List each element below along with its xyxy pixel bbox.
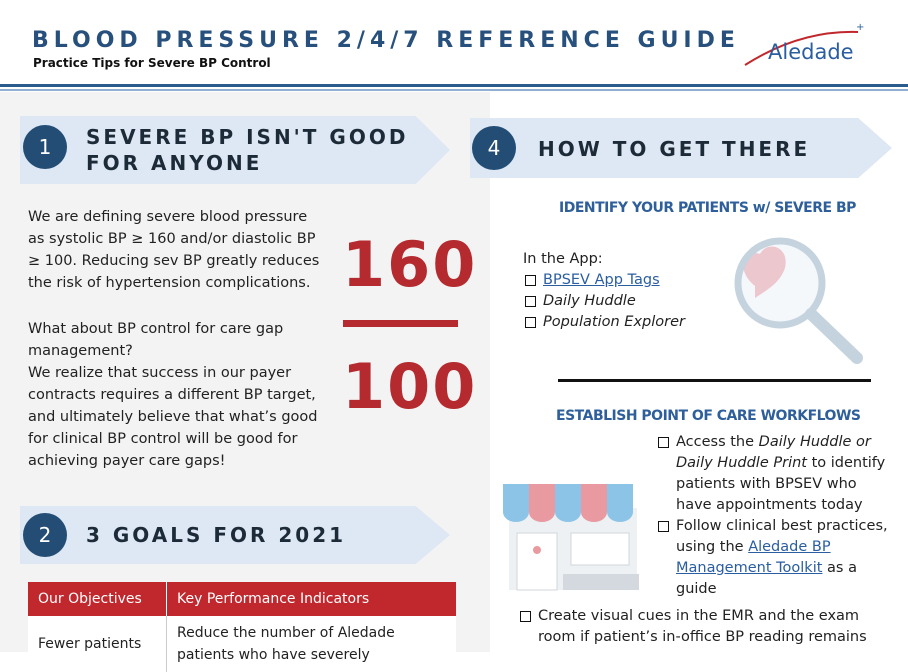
rule [0,84,908,87]
list-item: Access the Daily Huddle or Daily Huddle … [656,432,896,516]
section-number: 4 [472,126,516,170]
banner [470,118,892,178]
text: Create visual cues in the EMR and the ex… [538,608,867,645]
workflow-list: Create visual cues in the EMR and the ex… [518,606,898,648]
intro: In the App: [523,251,603,267]
paragraph: We are defining severe blood pressure as… [28,209,320,291]
link[interactable]: BPSEV App Tags [543,272,660,288]
section-title: SEVERE BP ISN'T GOOD FOR ANYONE [86,124,408,176]
paragraph: What about BP control for care gap manag… [28,318,328,472]
link[interactable]: Aledade BP Management Toolkit [676,539,831,576]
store-icon [503,484,639,591]
text: Access the [676,434,759,450]
title-line: FOR ANYONE [86,151,263,175]
svg-text:+: + [856,22,864,33]
title: BLOOD PRESSURE 2/4/7 REFERENCE GUIDE [32,28,740,53]
list-item[interactable]: BPSEV App Tags [523,270,685,291]
list-item: Population Explorer [523,312,685,333]
banner [20,116,450,184]
app-list: In the App: BPSEV App Tags Daily Huddle … [523,248,685,333]
list-item: Daily Huddle [523,291,685,312]
banner [20,506,450,564]
logo: Aledade [768,40,854,64]
cell: Reduce the number of Aledade patients wh… [166,616,456,672]
title-line: SEVERE BP ISN'T GOOD [86,125,409,149]
text: as a guide [676,560,857,597]
systolic: 160 [342,228,478,301]
diastolic: 100 [342,350,478,423]
section-number: 2 [23,513,67,557]
list-item: Create visual cues in the EMR and the ex… [518,606,898,648]
section-title: HOW TO GET THERE [538,137,811,161]
cell: Fewer patients [28,616,167,672]
header-cell: Our Objectives [28,582,167,616]
subheading: IDENTIFY YOUR PATIENTS w/ SEVERE BP [559,200,856,216]
page: BLOOD PRESSURE 2/4/7 REFERENCE GUIDE Pra… [0,22,908,672]
text: to identify patients with BPSEV who have… [676,455,886,513]
fraction-line [343,320,458,327]
divider [558,379,871,382]
section-number: 1 [23,125,67,169]
question: What about BP control for care gap manag… [28,321,284,359]
text: Follow clinical best practices, using th… [676,518,888,555]
answer: We realize that success in our payer con… [28,365,318,469]
list-item: Follow clinical best practices, using th… [656,516,896,600]
magnifier-icon [734,237,863,364]
logo-swoosh: + [744,22,864,66]
subheading: ESTABLISH POINT OF CARE WORKFLOWS [556,408,861,424]
item-text: Population Explorer [543,314,685,330]
subtitle: Practice Tips for Severe BP Control [33,56,271,70]
goals-table: Our Objectives Key Performance Indicators… [28,582,456,672]
item-text: Daily Huddle [543,293,636,309]
header-cell: Key Performance Indicators [166,582,456,616]
workflow-list: Access the Daily Huddle or Daily Huddle … [656,432,896,600]
rule [0,89,908,91]
section-title: 3 GOALS FOR 2021 [86,523,347,547]
text: Daily Huddle or Daily Huddle Print [676,434,871,471]
